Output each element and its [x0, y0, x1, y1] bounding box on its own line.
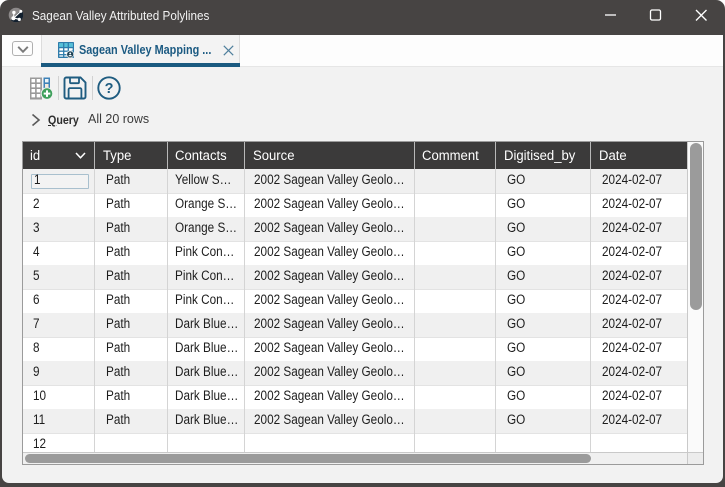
- svg-text:?: ?: [105, 81, 114, 97]
